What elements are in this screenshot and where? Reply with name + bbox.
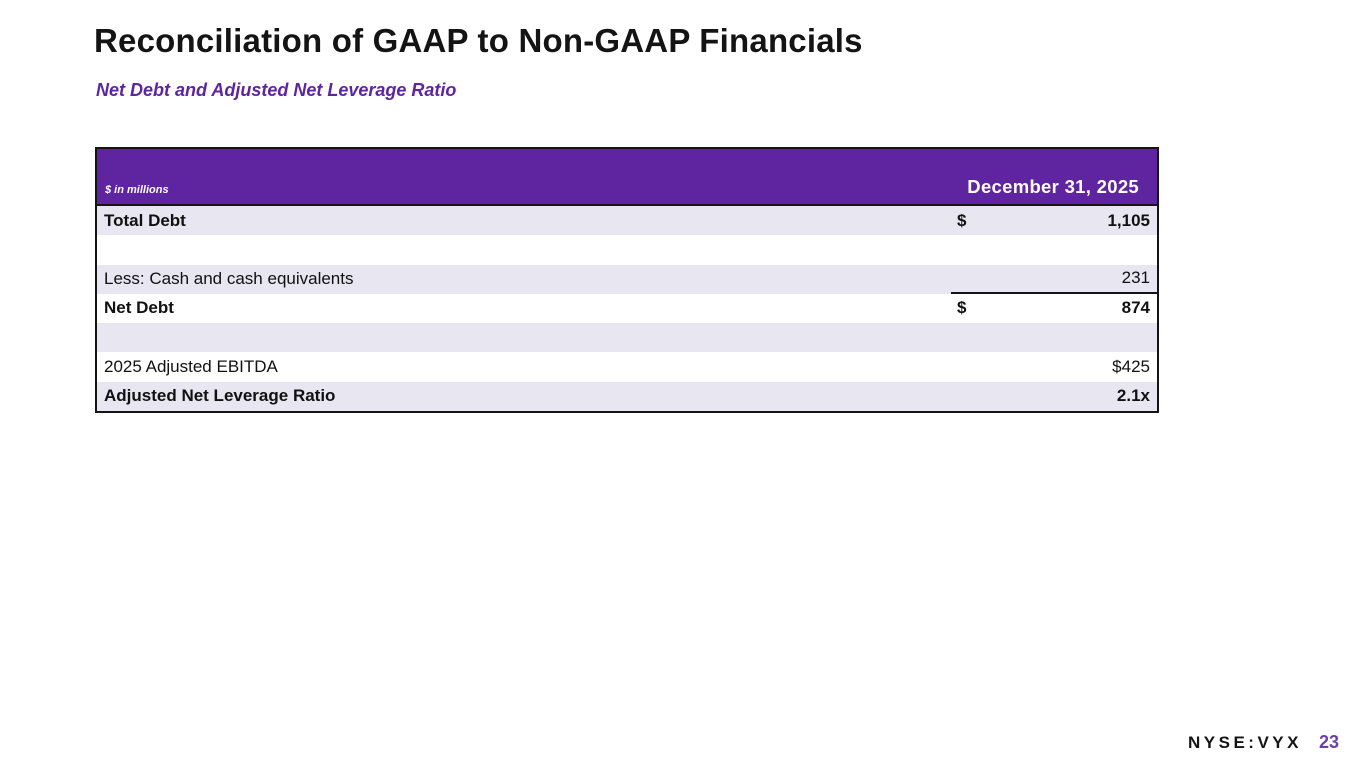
row-amount-group: 231 bbox=[951, 265, 1157, 294]
page-number: 23 bbox=[1318, 732, 1339, 752]
table-row: Adjusted Net Leverage Ratio 2.1x bbox=[97, 381, 1157, 411]
row-amount-group: 2.1x bbox=[951, 382, 1157, 411]
row-label: Total Debt bbox=[104, 210, 186, 230]
row-currency-symbol: $ bbox=[957, 210, 967, 230]
table-row bbox=[97, 235, 1157, 265]
row-amount-group bbox=[951, 235, 1157, 264]
table-row: Total Debt $ 1,105 bbox=[97, 206, 1157, 236]
row-label: Net Debt bbox=[104, 298, 174, 318]
row-label: Less: Cash and cash equivalents bbox=[104, 269, 354, 289]
table-row: Net Debt $ 874 bbox=[97, 293, 1157, 324]
page-subtitle: Net Debt and Adjusted Net Leverage Ratio bbox=[96, 80, 457, 100]
table-row: 2025 Adjusted EBITDA $425 bbox=[97, 352, 1157, 382]
row-amount-group: $ 1,105 bbox=[951, 206, 1157, 235]
row-amount-group bbox=[951, 323, 1157, 352]
row-label: 2025 Adjusted EBITDA bbox=[104, 357, 278, 377]
table-body: Total Debt $ 1,105 Less: Cash and cash e… bbox=[97, 206, 1157, 411]
row-value: 2.1x bbox=[1116, 386, 1150, 406]
row-label: Adjusted Net Leverage Ratio bbox=[104, 386, 336, 406]
page-title: Reconciliation of GAAP to Non-GAAP Finan… bbox=[94, 22, 863, 59]
table-row bbox=[97, 323, 1157, 353]
unit-label: $ in millions bbox=[105, 184, 169, 196]
table-row: Less: Cash and cash equivalents 231 bbox=[97, 264, 1157, 294]
row-currency-symbol: $ bbox=[957, 298, 967, 318]
row-value: 1,105 bbox=[1107, 210, 1150, 230]
row-value: $425 bbox=[1112, 357, 1150, 377]
footer: NYSE:VYX 23 bbox=[1188, 732, 1339, 753]
stock-ticker: NYSE:VYX bbox=[1187, 733, 1302, 752]
row-amount-group: $ 874 bbox=[951, 294, 1157, 323]
column-header-date: December 31, 2025 bbox=[967, 176, 1139, 197]
reconciliation-table: $ in millions December 31, 2025 Total De… bbox=[95, 147, 1159, 413]
row-value: 231 bbox=[1121, 268, 1150, 288]
table-header-row: $ in millions December 31, 2025 bbox=[97, 149, 1157, 206]
row-value: 874 bbox=[1121, 298, 1150, 318]
row-amount-group: $425 bbox=[951, 352, 1157, 381]
